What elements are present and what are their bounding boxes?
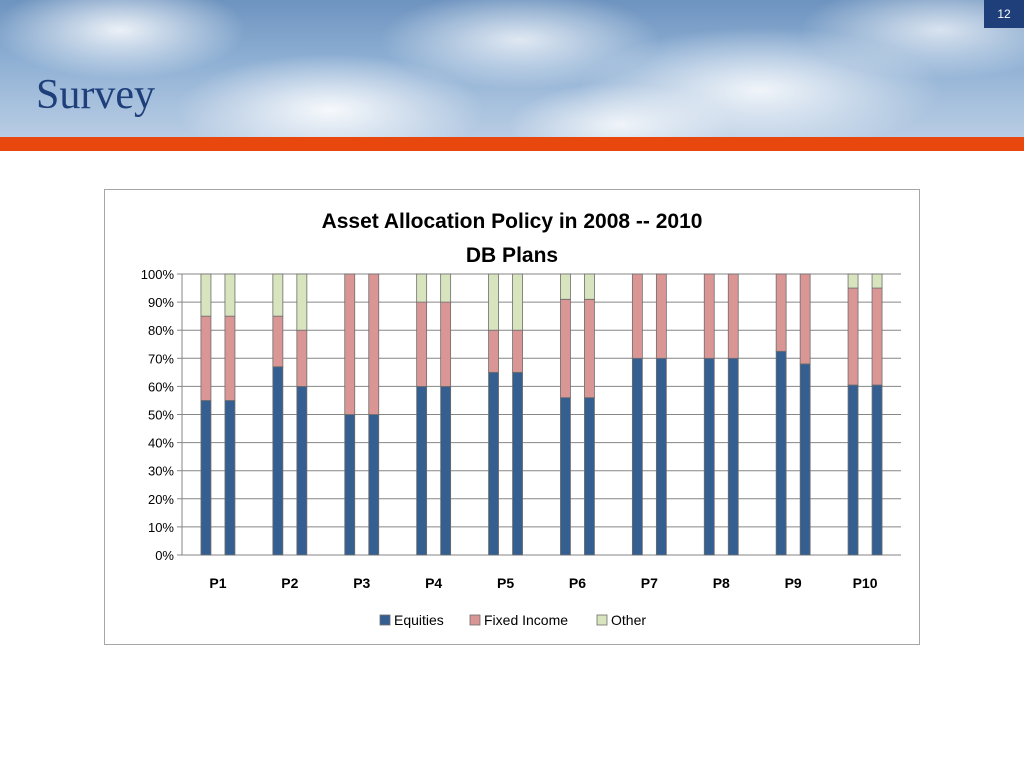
y-tick-label: 100% [141,267,175,282]
x-tick-label: P1 [209,575,226,591]
bar-segment [296,329,308,387]
legend-label: Equities [394,612,444,628]
bar-segment [296,273,308,331]
bar-segment [272,366,284,556]
bar-segment [584,298,595,399]
x-tick-label: P10 [853,575,878,591]
bar-segment [512,273,523,331]
x-tick-label: P2 [281,575,298,591]
chart-title: Asset Allocation Policy in 2008 -- 2010 [322,210,703,233]
bar-segment [368,414,380,556]
bar-segment [296,385,308,556]
bar-segment [703,273,715,359]
bar-segment [727,357,739,556]
x-tick-label: P5 [497,575,514,591]
bar-segment [440,301,452,387]
bar-segment [727,273,739,359]
bar-segment [344,273,356,415]
bar-segment [703,357,715,556]
bar-segment [416,273,428,303]
y-tick-label: 20% [148,492,174,507]
y-tick-label: 30% [148,464,174,479]
page-number: 12 [984,0,1024,28]
bar-segment [200,273,212,317]
bar-segment [224,273,236,317]
bar-segment [871,287,883,386]
bar-segment [847,287,859,386]
bar-segment [560,397,571,556]
bar-segment [272,273,284,317]
bar-segment [775,350,787,556]
bar-segment [631,357,643,556]
bar-segment [344,414,356,556]
bar-segment [200,315,212,401]
legend-label: Other [611,612,646,628]
bar-segment [655,273,667,359]
bar-segment [488,329,499,373]
y-axis-ticks: 0% 10% 20% 30% 40% 50% 60% 70% 80% 90% 100% [141,267,175,563]
x-tick-label: P9 [785,575,802,591]
bar-segment [488,273,499,331]
bar-segment [847,384,859,556]
x-tick-label: P4 [425,575,442,591]
bar-segment [560,273,571,300]
bar-segment [847,273,859,289]
bar-segment [200,400,212,556]
legend-swatch [469,614,481,626]
x-tick-label: P3 [353,575,370,591]
x-tick-label: P6 [569,575,586,591]
header-sky-banner: Survey 12 [0,0,1024,137]
accent-bar [0,137,1024,151]
bar-segment [512,371,523,556]
bar-segment [799,363,811,556]
chart-frame: Asset Allocation Policy in 2008 -- 2010 … [104,189,920,645]
bar-segment [871,273,883,289]
bar-segment [224,400,236,556]
bar-segment [560,298,571,399]
bar-segment [416,385,428,556]
x-tick-label: P7 [641,575,658,591]
slide-title: Survey [36,72,155,118]
bar-segment [488,371,499,556]
bar-segment [631,273,643,359]
bar-segment [440,273,452,303]
x-tick-label: P8 [713,575,730,591]
y-tick-label: 70% [148,351,174,366]
legend-swatch [379,614,391,626]
y-tick-label: 90% [148,295,174,310]
bar-segment [272,315,284,368]
y-tick-label: 60% [148,379,174,394]
bar-segment [440,385,452,556]
gridlines [177,273,901,556]
y-tick-label: 50% [148,408,174,423]
bar-segment [799,273,811,365]
bar-segment [775,273,787,352]
bars [200,273,883,556]
bar-segment [871,384,883,556]
chart-subtitle: DB Plans [466,244,558,267]
legend-swatch [596,614,608,626]
bar-segment [584,397,595,556]
y-tick-label: 0% [155,548,174,563]
legend-label: Fixed Income [484,612,568,628]
bar-segment [512,329,523,373]
bar-segment [224,315,236,401]
legend: Equities Fixed Income Other [379,612,646,628]
asset-allocation-chart: Asset Allocation Policy in 2008 -- 2010 … [141,210,901,628]
bar-segment [368,273,380,415]
y-tick-label: 10% [148,520,174,535]
x-axis-ticks: P1 P2 P3 P4 P5 P6 P7 P8 P9 P10 [209,575,877,591]
y-tick-label: 80% [148,323,174,338]
y-tick-label: 40% [148,436,174,451]
bar-segment [416,301,428,387]
bar-segment [655,357,667,556]
bar-segment [584,273,595,300]
